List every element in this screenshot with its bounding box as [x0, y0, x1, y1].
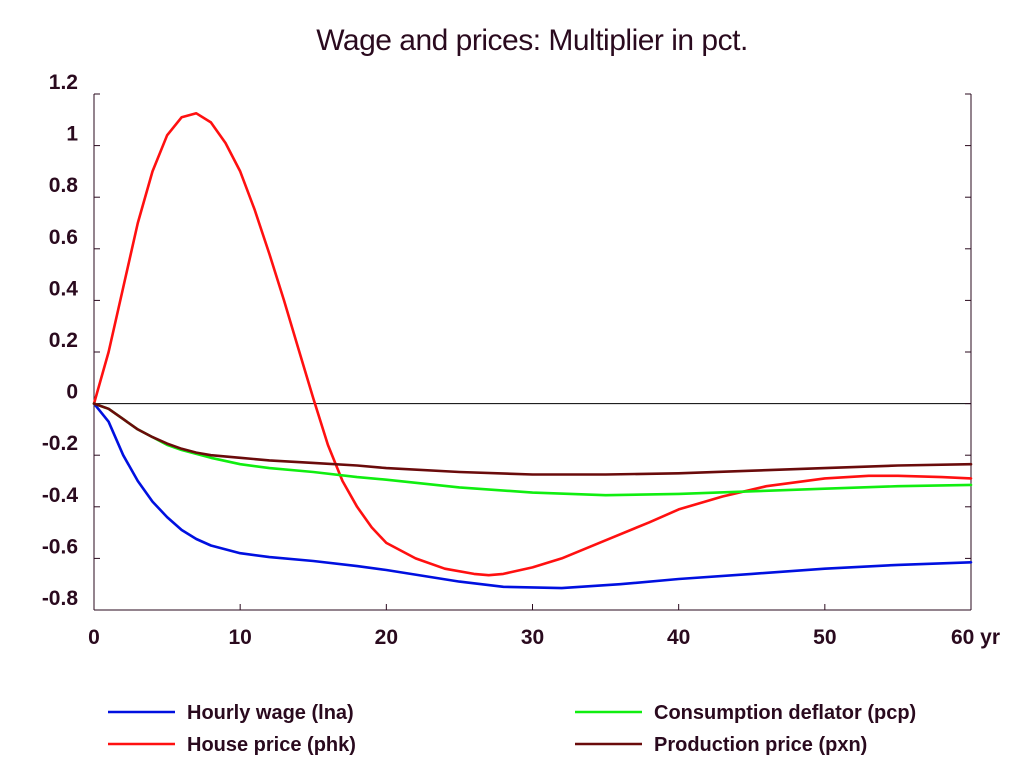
x-tick-label: 30 — [521, 626, 544, 649]
legend-label-2: Consumption deflator (pcp) — [654, 702, 916, 724]
y-tick-label: -0.2 — [42, 432, 78, 455]
chart-title: Wage and prices: Multiplier in pct. — [316, 24, 748, 57]
y-tick-label: 0 — [66, 381, 78, 404]
x-tick-label: 60 yr — [951, 626, 1000, 649]
series-line-2 — [92, 402, 973, 497]
y-tick-label: 0.8 — [49, 174, 79, 197]
y-tick-label: 1 — [66, 123, 78, 146]
chart-legend: Hourly wage (lna) House price (phk) Consum… — [108, 702, 916, 756]
y-tick-label: 1.2 — [49, 71, 78, 94]
x-tick-label: 0 — [88, 626, 100, 649]
y-tick-label: -0.4 — [42, 484, 79, 507]
x-tick-label: 20 — [375, 626, 398, 649]
y-tick-label: -0.8 — [42, 587, 79, 610]
legend-label-1: House price (phk) — [187, 734, 356, 756]
series-line-1 — [92, 112, 973, 577]
series-line-3 — [92, 402, 973, 476]
y-tick-label: 0.4 — [49, 277, 79, 300]
series-layer — [92, 112, 973, 590]
y-tick-label: 0.2 — [49, 329, 78, 352]
chart-axes: 1.2 1 0.8 0.6 0.4 0.2 0 -0.2 -0.4 -0.6 -0.8 0 10 20 30… — [42, 71, 1000, 649]
x-tick-label: 10 — [228, 626, 251, 649]
x-tick-label: 40 — [667, 626, 690, 649]
x-tick-label: 50 — [813, 626, 836, 649]
legend-label-3: Production price (pxn) — [654, 734, 867, 756]
y-tick-label: 0.6 — [49, 226, 78, 249]
y-tick-label: -0.6 — [42, 535, 78, 558]
series-line-0 — [92, 402, 973, 590]
legend-label-0: Hourly wage (lna) — [187, 702, 354, 724]
